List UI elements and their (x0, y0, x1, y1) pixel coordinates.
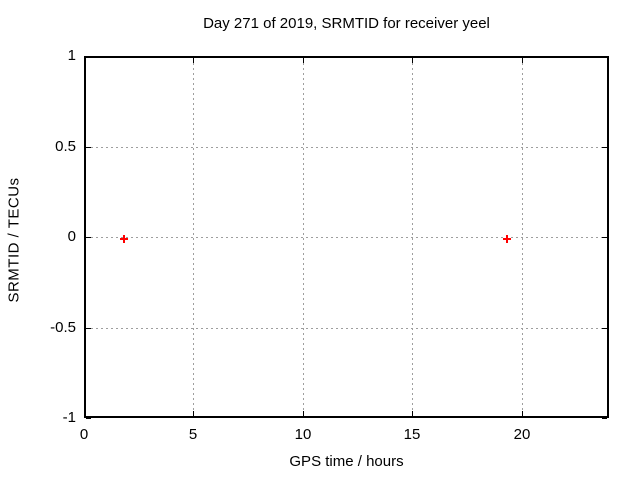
x-tick-top (303, 58, 304, 63)
y-tick-label: 0 (67, 228, 76, 245)
y-tick-right (602, 56, 607, 57)
y-tick-right (602, 418, 607, 419)
y-gridline (86, 237, 607, 238)
x-tick-label: 0 (79, 426, 89, 443)
y-tick-right (602, 237, 607, 238)
plus-vertical (123, 235, 126, 243)
x-tick-label: 10 (294, 426, 312, 443)
y-gridline (86, 328, 607, 329)
y-tick-left (86, 147, 91, 148)
y-tick-left (86, 237, 91, 238)
plus-vertical (506, 235, 509, 243)
x-tick-label: 5 (188, 426, 198, 443)
y-tick-label: 0.5 (55, 138, 76, 155)
y-tick-right (602, 328, 607, 329)
y-tick-right (602, 147, 607, 148)
plot-area (84, 56, 609, 419)
x-tick-bottom (84, 411, 85, 416)
y-tick-label: 1 (67, 47, 76, 64)
y-tick-label: -0.5 (50, 319, 76, 336)
y-tick-label: -1 (62, 409, 76, 426)
x-tick-bottom (193, 411, 194, 416)
x-axis-label: GPS time / hours (289, 453, 404, 470)
x-tick-top (522, 58, 523, 63)
x-tick-top (84, 58, 85, 63)
y-gridline (86, 147, 607, 148)
x-tick-bottom (522, 411, 523, 416)
x-tick-top (193, 58, 194, 63)
x-tick-bottom (412, 411, 413, 416)
chart-title: Day 271 of 2019, SRMTID for receiver yee… (203, 15, 490, 32)
x-tick-label: 15 (403, 426, 421, 443)
y-tick-left (86, 328, 91, 329)
x-tick-top (412, 58, 413, 63)
x-tick-bottom (303, 411, 304, 416)
x-tick-label: 20 (513, 426, 531, 443)
y-tick-left (86, 56, 91, 57)
y-tick-left (86, 418, 91, 419)
